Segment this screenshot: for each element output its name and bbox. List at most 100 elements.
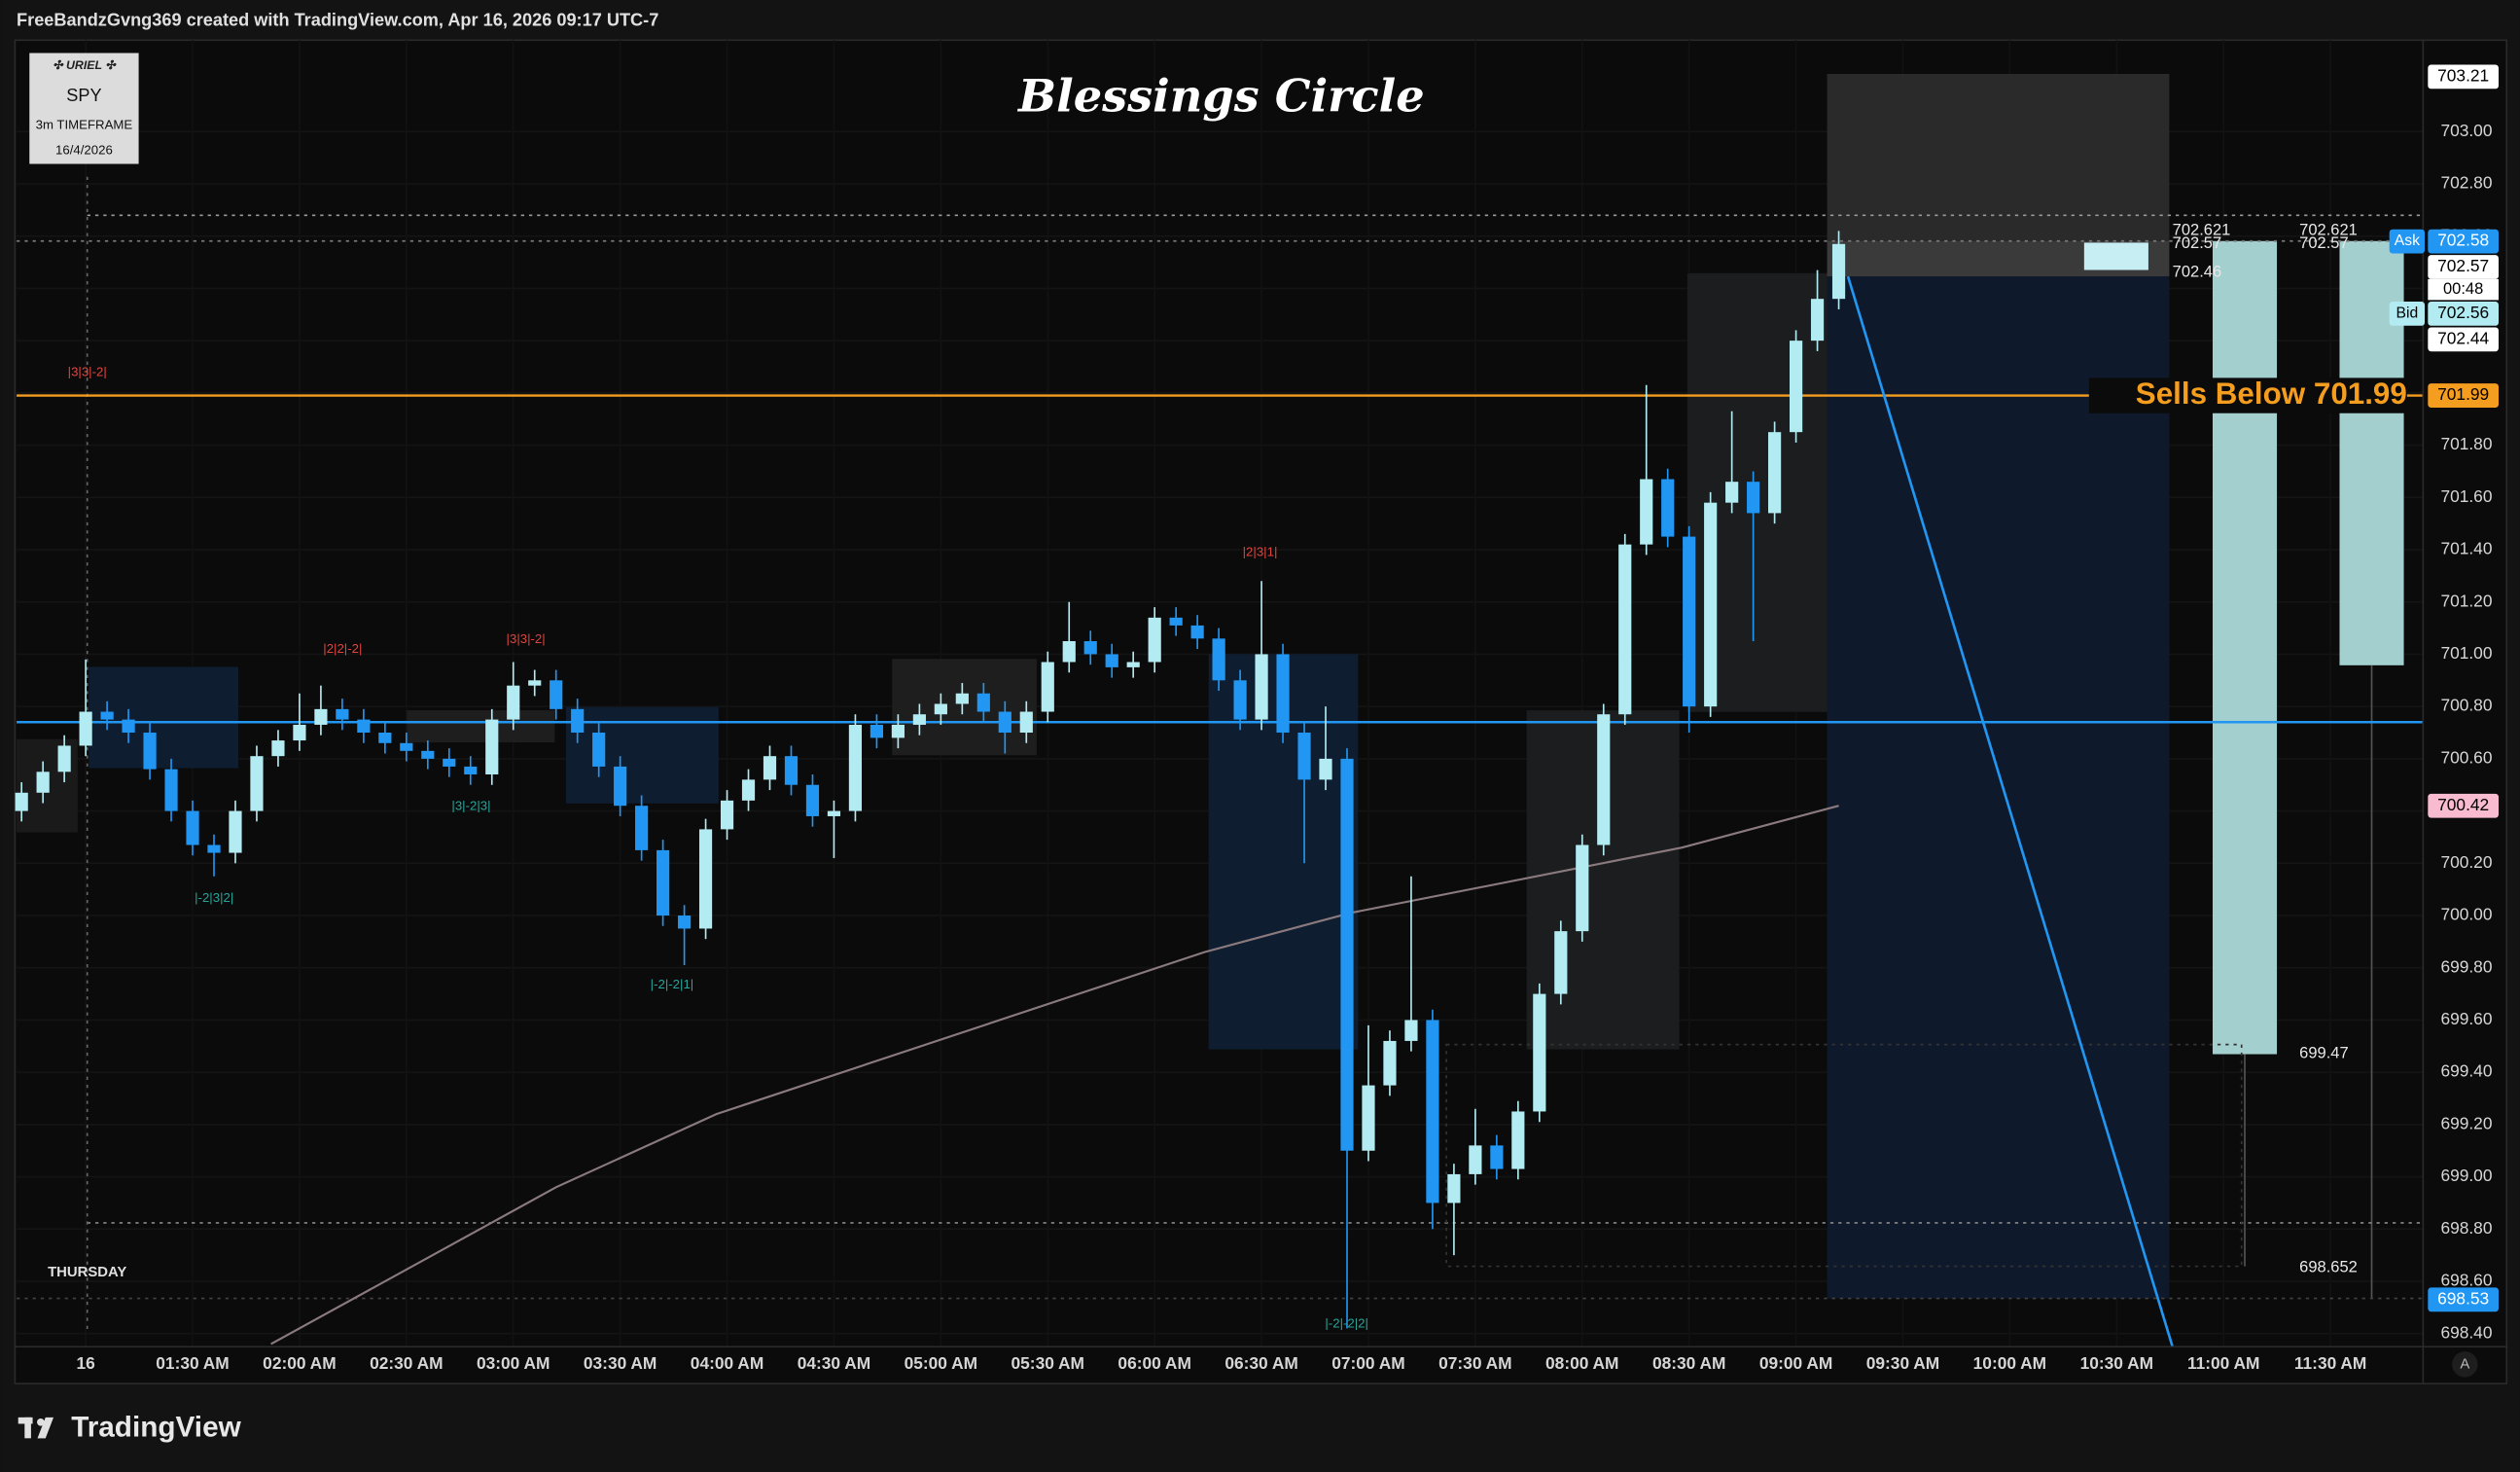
candle-body <box>698 829 713 929</box>
x-tick-label: 04:00 AM <box>691 1353 763 1373</box>
position-target <box>1827 73 2170 241</box>
candle-body <box>1041 662 1054 712</box>
y-tick-label: 701.00 <box>2440 643 2492 663</box>
x-tick-label: 06:30 AM <box>1225 1353 1297 1373</box>
candle-body <box>1297 733 1311 780</box>
candle-body <box>528 680 542 686</box>
y-tick-label: 700.80 <box>2440 696 2492 715</box>
y-tick-label: 700.60 <box>2440 747 2492 767</box>
candle-body <box>464 766 478 774</box>
candle-body <box>1319 758 1332 780</box>
y-tick-label: 701.40 <box>2440 539 2492 558</box>
candle-body <box>1810 299 1825 341</box>
header-text: FreeBandzGvng369 created with TradingVie… <box>17 10 658 29</box>
candle-body <box>15 792 28 811</box>
candle-body <box>1447 1173 1461 1203</box>
candle-body <box>784 756 799 785</box>
moving-average <box>270 805 1839 1346</box>
x-tick-label: 08:30 AM <box>1652 1353 1725 1373</box>
candle-body <box>1233 680 1247 720</box>
level-label: 702.57 <box>2173 234 2221 252</box>
candle-body <box>934 703 947 715</box>
x-tick-label: 03:00 AM <box>477 1353 550 1373</box>
price-tag-label: Ask <box>2395 233 2420 249</box>
y-tick-label: 698.40 <box>2440 1322 2492 1342</box>
candle-body <box>186 810 199 845</box>
candle-body <box>657 849 670 916</box>
price-tag-label: Bid <box>2396 305 2419 322</box>
candle-body <box>677 916 692 929</box>
candle-body <box>443 758 456 767</box>
x-tick-label: 06:00 AM <box>1118 1353 1190 1373</box>
pattern-label: |-2|3|2| <box>195 890 233 905</box>
price-badge-label: 702.58 <box>2437 231 2489 250</box>
autoscale-label[interactable]: A <box>2460 1356 2469 1372</box>
level-label: 698.652 <box>2299 1258 2358 1275</box>
y-tick-label: 699.00 <box>2440 1166 2492 1185</box>
candle-body <box>207 844 221 853</box>
pattern-label: |3|3|-2| <box>507 631 546 646</box>
x-tick-label: 04:30 AM <box>798 1353 870 1373</box>
x-tick-label: 07:30 AM <box>1438 1353 1511 1373</box>
candle-body <box>1190 625 1204 639</box>
x-tick-label: 02:00 AM <box>263 1353 336 1373</box>
candle-body <box>1747 482 1760 514</box>
level-label-bg <box>2088 377 2407 413</box>
candle-body <box>891 724 905 738</box>
pattern-label: |-2|-2|1| <box>651 977 694 991</box>
position-stop <box>1827 276 2170 1299</box>
candle-body <box>357 719 371 734</box>
candle-body <box>1383 1040 1397 1086</box>
candle-body <box>122 719 135 734</box>
candle-body <box>741 779 756 801</box>
candle-body <box>79 711 92 746</box>
price-badge <box>2428 255 2499 279</box>
candle-body <box>848 724 863 811</box>
candle-body <box>1362 1085 1375 1151</box>
info-symbol: SPY <box>66 86 101 105</box>
candle-body <box>229 810 242 853</box>
zone <box>89 666 238 769</box>
x-tick-label: 01:30 AM <box>156 1353 229 1373</box>
candle-body <box>1276 654 1290 734</box>
price-badge <box>2428 1287 2499 1312</box>
candle-body <box>250 756 264 811</box>
price-badge <box>2428 64 2499 90</box>
price-badge-label: 702.56 <box>2437 303 2489 322</box>
day-label: THURSDAY <box>48 1265 126 1280</box>
price-badge-label: 702.44 <box>2437 328 2489 347</box>
level-label: 702.621 <box>2173 221 2231 238</box>
x-tick-label: 09:30 AM <box>1866 1353 1939 1373</box>
candle-body <box>912 714 926 725</box>
range-bar <box>2083 242 2148 270</box>
info-timeframe: 3m TIMEFRAME <box>36 117 133 131</box>
candle-body <box>1490 1145 1504 1169</box>
candle-body <box>614 766 627 807</box>
price-badge <box>2428 302 2499 326</box>
candle-body <box>336 708 349 720</box>
candle-body <box>1062 641 1076 663</box>
x-tick-label: 10:30 AM <box>2080 1353 2153 1373</box>
price-badge-label: 702.57 <box>2437 256 2489 275</box>
candle-body <box>720 800 734 830</box>
x-tick-label: 11:30 AM <box>2294 1353 2366 1373</box>
candle-body <box>976 693 990 712</box>
autoscale-button[interactable] <box>2452 1351 2478 1378</box>
x-tick-label: 05:00 AM <box>905 1353 977 1373</box>
candle-body <box>164 769 178 811</box>
candle-body <box>1576 844 1589 932</box>
candle-body <box>998 711 1012 734</box>
y-tick-label: 703.00 <box>2440 121 2492 140</box>
candle-body <box>635 806 649 850</box>
pattern-label: |2|2|-2| <box>323 641 362 656</box>
x-tick-label: 05:30 AM <box>1012 1353 1084 1373</box>
price-badge-label: 701.99 <box>2437 384 2489 404</box>
candle-body <box>1533 993 1546 1112</box>
axes: 698.40 698.60 698.80 699.00 699.20 699.40 699.… <box>76 64 2499 1373</box>
pattern-label: |3|3|-2| <box>68 365 107 379</box>
y-tick-label: 699.20 <box>2440 1113 2492 1132</box>
candle-body <box>1404 1020 1418 1041</box>
price-badge <box>2428 327 2499 352</box>
candle-body <box>1126 662 1140 667</box>
